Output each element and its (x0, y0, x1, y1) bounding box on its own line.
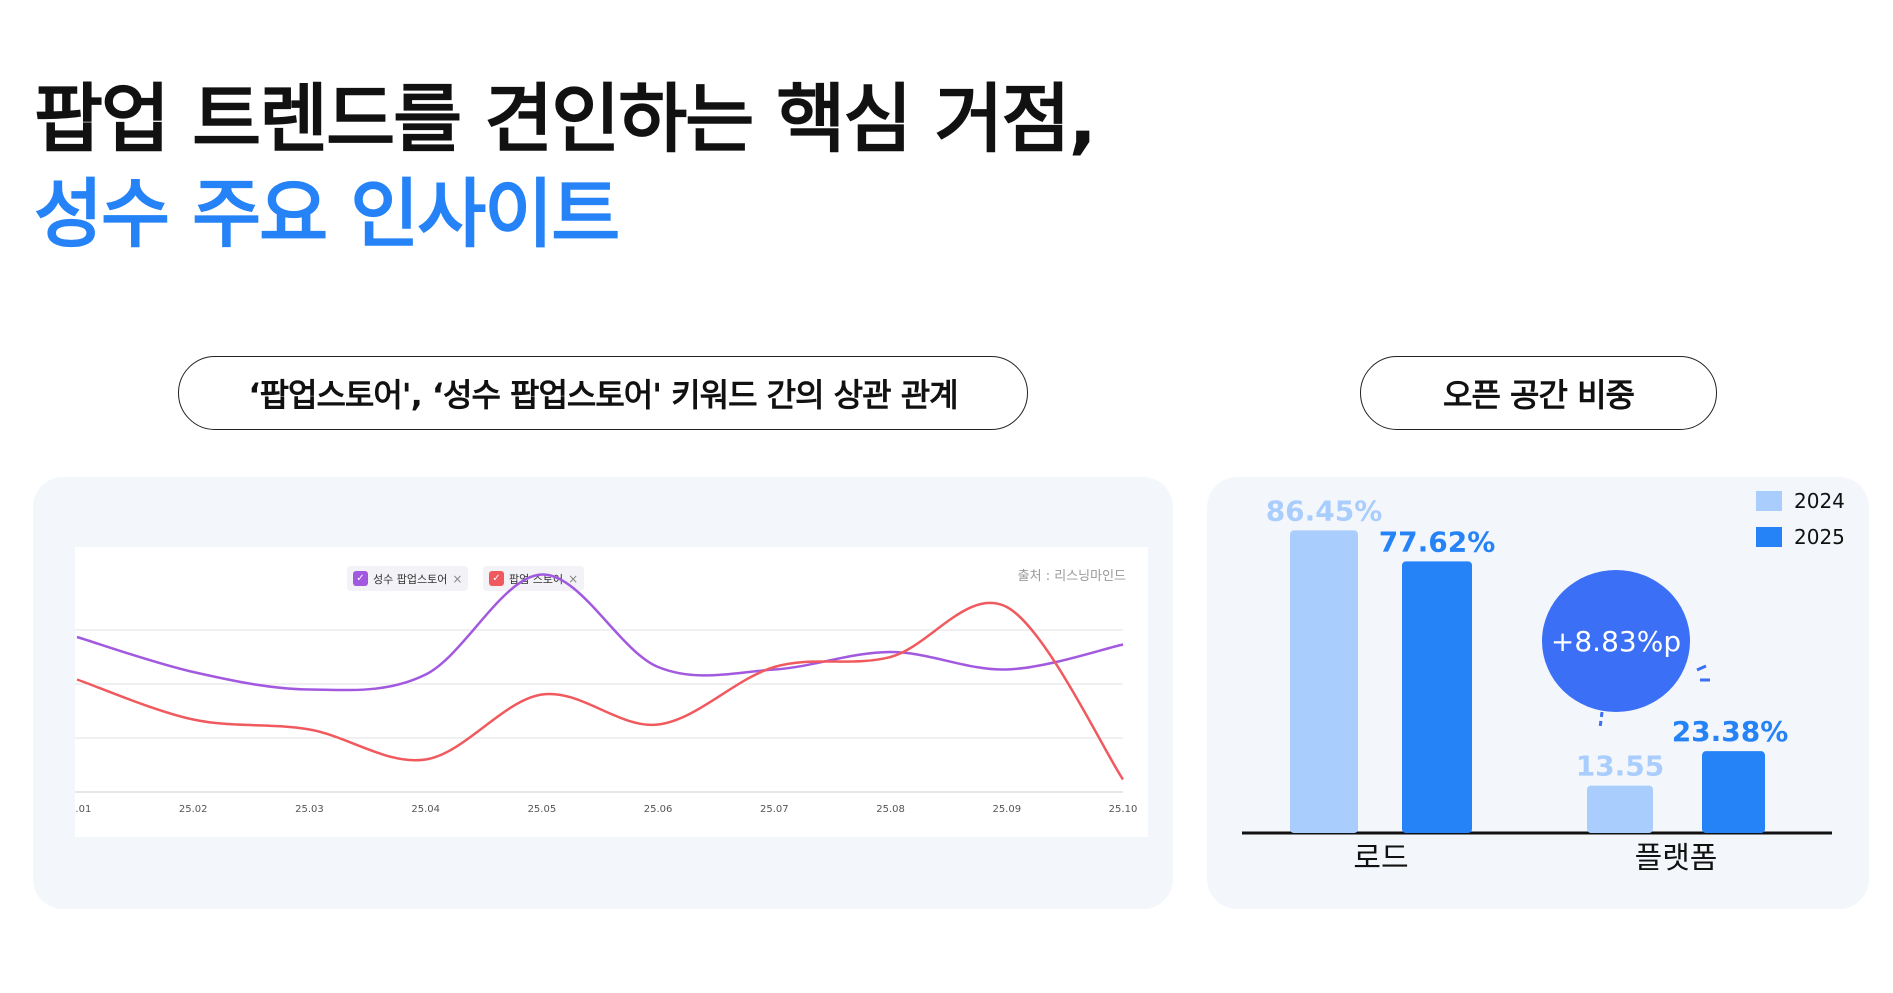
title-line-2: 성수 주요 인사이트 (34, 170, 620, 258)
series-line-2 (76, 601, 1125, 781)
legend-chip-popup[interactable]: ✓ 팝업 스토어 × (483, 566, 585, 591)
checkbox-icon[interactable]: ✓ (353, 571, 368, 586)
keyword-correlation-label: ‘팝업스토어', ‘성수 팝업스토어' 키워드 간의 상관 관계 (178, 356, 1028, 430)
x-tick-label: 25.09 (992, 804, 1021, 815)
x-tick-label: 25.03 (295, 804, 324, 815)
title-line-1: 팝업 트렌드를 견인하는 핵심 거점, (34, 75, 1097, 163)
x-tick-label: 25.01 (75, 804, 91, 815)
close-icon[interactable]: × (452, 571, 463, 586)
checkbox-icon[interactable]: ✓ (489, 571, 504, 586)
x-tick-label: 25.04 (411, 804, 440, 815)
x-tick-label: 25.10 (1109, 804, 1138, 815)
x-tick-label: 25.02 (179, 804, 208, 815)
x-tick-label: 25.08 (876, 804, 905, 815)
line-chart-card: ✓ 성수 팝업스토어 × ✓ 팝업 스토어 × 출처 : 리스닝마인드 25.0… (75, 547, 1148, 837)
page-title: 팝업 트렌드를 견인하는 핵심 거점, 성수 주요 인사이트 (34, 72, 1097, 262)
open-space-ratio-label: 오픈 공간 비중 (1360, 356, 1717, 430)
x-tick-label: 25.05 (528, 804, 557, 815)
series-line-1 (76, 573, 1124, 692)
x-tick-label: 25.06 (644, 804, 673, 815)
legend-label-seongsu: 성수 팝업스토어 (373, 572, 448, 586)
source-note: 출처 : 리스닝마인드 (1017, 569, 1126, 584)
legend-chip-seongsu[interactable]: ✓ 성수 팝업스토어 × (347, 566, 469, 591)
bar-chart-panel (1207, 477, 1869, 909)
x-tick-label: 25.07 (760, 804, 789, 815)
close-icon[interactable]: × (568, 571, 579, 586)
line-chart-svg: 25.01 25.02 25.03 25.04 25.05 25.06 25.07 25.08… (75, 573, 1138, 815)
